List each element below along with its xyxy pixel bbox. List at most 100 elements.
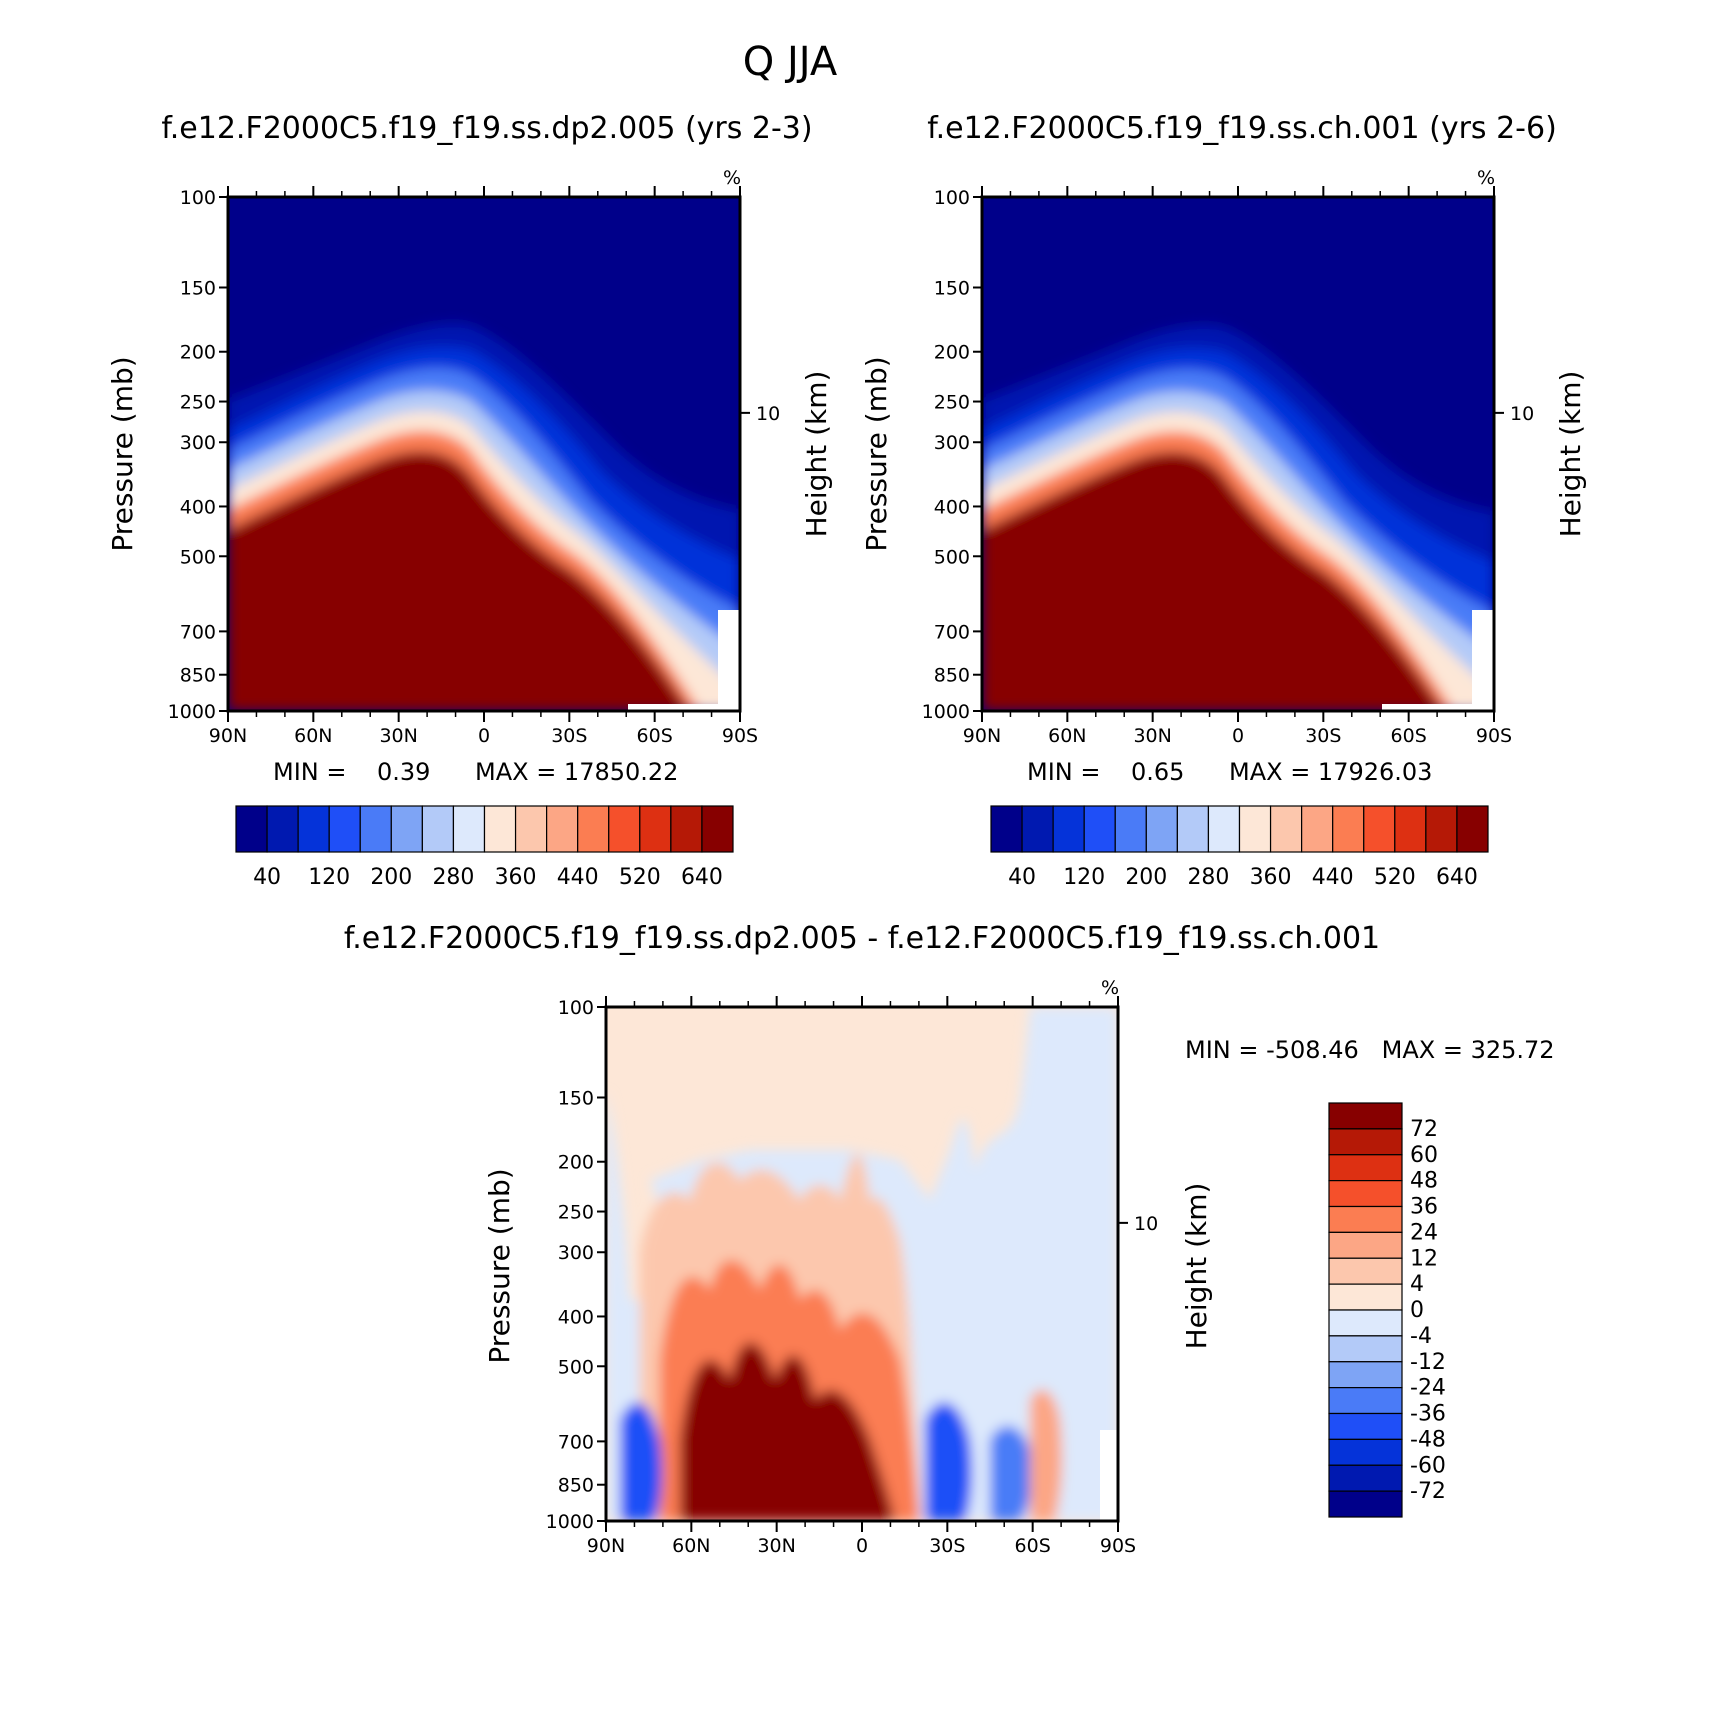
- panel1-units: %: [723, 167, 741, 189]
- cb2-swatch: [1052, 805, 1085, 853]
- p2-xtick-label: 60N: [1048, 725, 1086, 747]
- cb1-swatch: [608, 805, 641, 853]
- p1-height-label: 10: [756, 403, 780, 425]
- cb2-swatch: [1425, 805, 1458, 853]
- cb1-swatch: [328, 805, 361, 853]
- cb3-label: -48: [1410, 1427, 1446, 1452]
- p2-xtick-label: 30S: [1305, 725, 1341, 747]
- cb1-label: 120: [308, 865, 350, 890]
- p2-ytick-label: 700: [934, 621, 970, 643]
- cb3-label: -24: [1410, 1376, 1446, 1401]
- cb3-swatch: [1328, 1180, 1403, 1208]
- cb3-label: 0: [1410, 1298, 1424, 1323]
- cb3-swatch: [1328, 1464, 1403, 1492]
- p1-ytick-label: 100: [180, 187, 216, 209]
- panel3-units: %: [1101, 977, 1119, 999]
- panel2-plot: [982, 197, 1494, 711]
- cb3-swatch: [1328, 1335, 1403, 1363]
- cb3-swatch: [1328, 1283, 1403, 1311]
- cb3-swatch: [1328, 1438, 1403, 1466]
- p1-ytick-label: 250: [180, 392, 216, 414]
- p3-xtick-label: 90N: [587, 1535, 625, 1557]
- panel1-title: f.e12.F2000C5.f19_f19.ss.dp2.005 (yrs 2-…: [161, 111, 812, 146]
- cb1-label: 200: [370, 865, 412, 890]
- cb2-swatch: [1456, 805, 1489, 853]
- p2-ytick-label: 150: [934, 278, 970, 300]
- cb3-label: -36: [1410, 1402, 1446, 1427]
- panel1-ylabel: Pressure (mb): [106, 356, 139, 551]
- cb2-label: 520: [1374, 865, 1416, 890]
- cb1-swatch: [390, 805, 423, 853]
- cb3-label: 36: [1410, 1195, 1438, 1220]
- cb2-swatch: [1301, 805, 1334, 853]
- cb1-swatch: [297, 805, 330, 853]
- cb2-swatch: [1363, 805, 1396, 853]
- cb1-swatch: [235, 805, 268, 853]
- cb2-label: 360: [1250, 865, 1292, 890]
- cb3-label: 72: [1410, 1117, 1438, 1142]
- p1-ytick-label: 500: [180, 546, 216, 568]
- cb2-swatch: [1332, 805, 1365, 853]
- cb1-label: 360: [495, 865, 537, 890]
- p2-xtick-label: 30N: [1133, 725, 1171, 747]
- cb3-swatch: [1328, 1231, 1403, 1259]
- panel3-ylabel: Pressure (mb): [483, 1168, 516, 1363]
- panel1-colorbar: 40 120 200 280 360 440 520 640: [235, 805, 734, 890]
- cb1-swatch: [452, 805, 486, 853]
- cb2-label: 120: [1063, 865, 1105, 890]
- figure-title: Q JJA: [743, 39, 838, 85]
- p3-ytick-label: 150: [558, 1088, 594, 1110]
- p2-ytick-label: 300: [934, 432, 970, 454]
- p2-xtick-label: 0: [1232, 725, 1244, 747]
- cb3-label: -72: [1410, 1479, 1446, 1504]
- panel3-plot: [606, 1007, 1118, 1521]
- panel3-title: f.e12.F2000C5.f19_f19.ss.dp2.005 - f.e12…: [344, 921, 1380, 956]
- cb3-swatch: [1328, 1154, 1403, 1182]
- p2-xtick-label: 90N: [963, 725, 1001, 747]
- cb2-label: 280: [1187, 865, 1229, 890]
- p3-ytick-label: 700: [558, 1431, 594, 1453]
- p3-xtick-label: 30N: [757, 1535, 795, 1557]
- cb1-label: 640: [681, 865, 723, 890]
- panel3-ylabel-right: Height (km): [1180, 1183, 1213, 1350]
- cb1-swatch: [546, 805, 579, 853]
- p1-xtick-label: 0: [478, 725, 490, 747]
- cb2-swatch: [1176, 805, 1210, 853]
- p3-ytick-label: 1000: [546, 1511, 594, 1533]
- p2-ytick-label: 850: [934, 665, 970, 687]
- p3-ytick-label: 100: [558, 997, 594, 1019]
- cb1-swatch: [514, 805, 548, 853]
- p3-ytick-label: 400: [558, 1306, 594, 1328]
- p3-xtick-label: 30S: [929, 1535, 965, 1557]
- panel2-max: MAX = 17926.03: [1229, 758, 1432, 786]
- cb3-swatch: [1328, 1490, 1403, 1518]
- panel2-ylabel-right: Height (km): [1554, 371, 1587, 538]
- cb2-swatch: [1145, 805, 1178, 853]
- cb1-swatch: [701, 805, 734, 853]
- cb2-label: 200: [1125, 865, 1167, 890]
- cb3-label: 60: [1410, 1143, 1438, 1168]
- cb1-swatch: [421, 805, 455, 853]
- panel1-ylabel-right: Height (km): [800, 371, 833, 538]
- cb2-swatch: [990, 805, 1023, 853]
- cb2-swatch: [1394, 805, 1427, 853]
- p3-ytick-label: 250: [558, 1202, 594, 1224]
- cb2-label: 640: [1436, 865, 1478, 890]
- p2-xtick-label: 90S: [1476, 725, 1512, 747]
- panel2-title: f.e12.F2000C5.f19_f19.ss.ch.001 (yrs 2-6…: [927, 111, 1557, 146]
- p3-ytick-label: 300: [558, 1242, 594, 1264]
- cb1-label: 440: [557, 865, 599, 890]
- cb3-label: 48: [1410, 1169, 1438, 1194]
- p1-xtick-label: 90N: [209, 725, 247, 747]
- cb3-label: -4: [1410, 1324, 1432, 1349]
- p1-xtick-label: 60S: [637, 725, 673, 747]
- cb1-swatch: [639, 805, 672, 853]
- cb1-label: 280: [432, 865, 474, 890]
- panel2-colorbar: 40 120 200 280 360 440 520 640: [990, 805, 1489, 890]
- p2-ytick-label: 200: [934, 342, 970, 364]
- p1-ytick-label: 400: [180, 496, 216, 518]
- cb3-label: -12: [1410, 1350, 1446, 1375]
